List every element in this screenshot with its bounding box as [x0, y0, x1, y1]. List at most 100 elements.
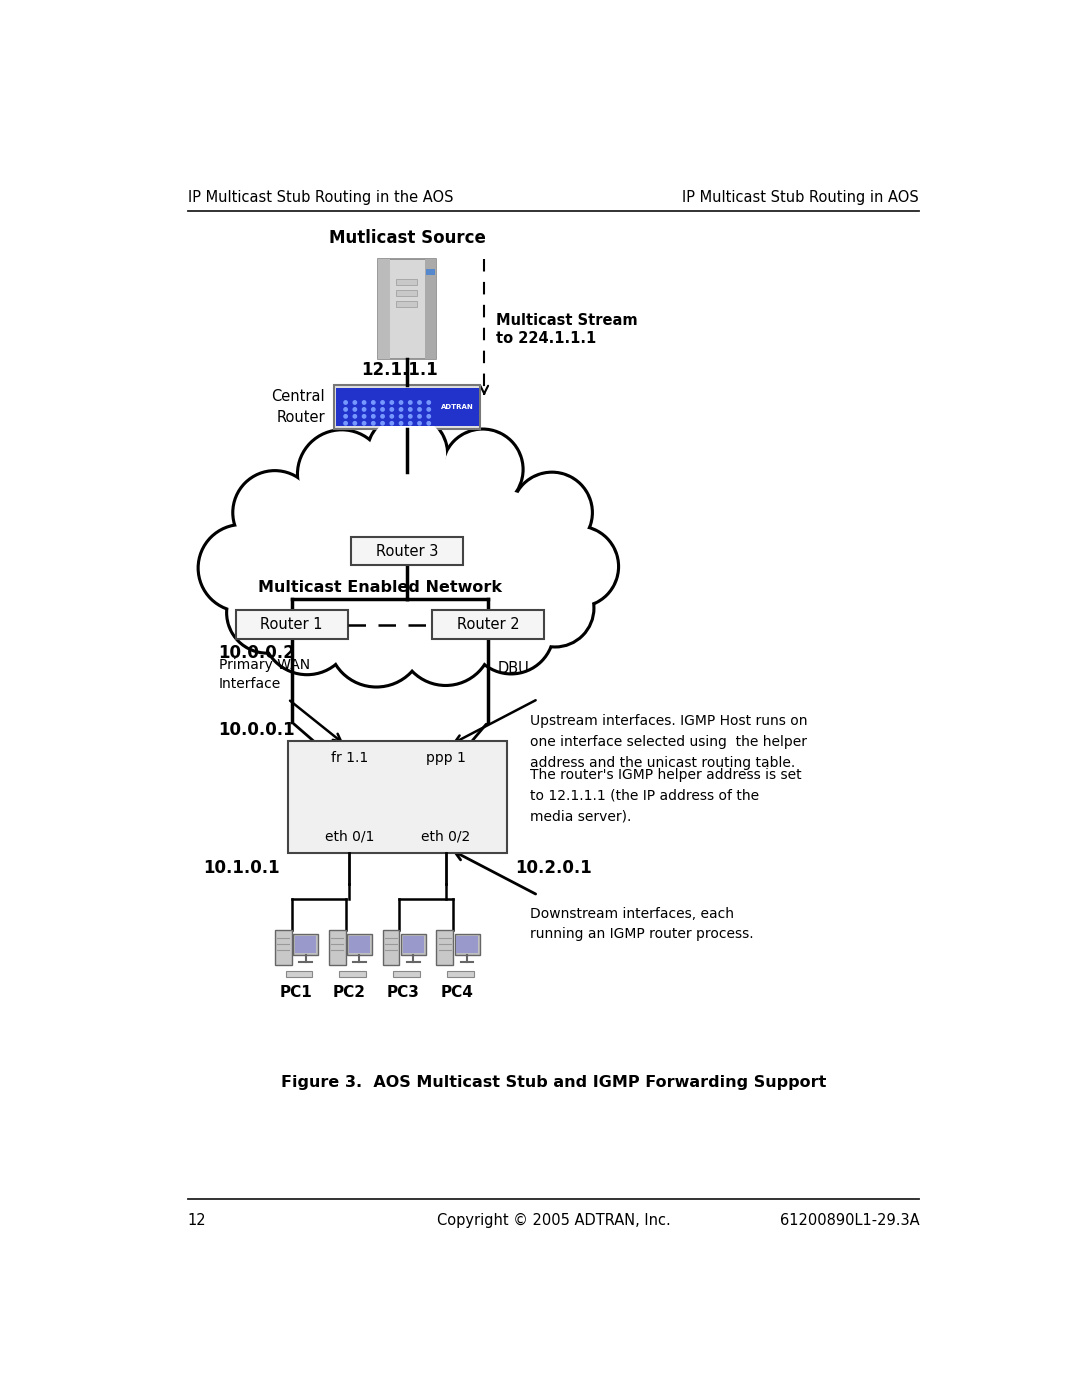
Circle shape [513, 474, 591, 552]
Circle shape [427, 422, 431, 425]
Text: 10.1.0.1: 10.1.0.1 [203, 859, 280, 877]
Text: Router 3: Router 3 [376, 543, 438, 559]
Text: PC2: PC2 [333, 985, 366, 1000]
Circle shape [418, 401, 421, 404]
FancyBboxPatch shape [339, 971, 366, 977]
FancyBboxPatch shape [432, 610, 544, 638]
Circle shape [400, 592, 491, 685]
Circle shape [262, 585, 352, 675]
FancyBboxPatch shape [427, 270, 434, 275]
Circle shape [416, 489, 568, 640]
Text: Multicast Stream
to 224.1.1.1: Multicast Stream to 224.1.1.1 [496, 313, 637, 345]
Circle shape [227, 573, 307, 652]
Circle shape [390, 415, 393, 418]
Circle shape [343, 408, 348, 411]
Text: eth 0/2: eth 0/2 [421, 828, 470, 842]
FancyBboxPatch shape [426, 258, 436, 359]
Circle shape [372, 415, 375, 418]
Circle shape [381, 422, 384, 425]
FancyBboxPatch shape [401, 933, 426, 956]
Circle shape [390, 422, 393, 425]
Circle shape [512, 472, 592, 553]
Text: IP Multicast Stub Routing in the AOS: IP Multicast Stub Routing in the AOS [188, 190, 454, 204]
Text: fr 1.1: fr 1.1 [330, 752, 368, 766]
Circle shape [363, 408, 366, 411]
Circle shape [308, 454, 507, 651]
Circle shape [328, 591, 424, 686]
FancyBboxPatch shape [347, 933, 372, 956]
Text: Multicast Enabled Network: Multicast Enabled Network [258, 580, 502, 595]
FancyBboxPatch shape [403, 936, 424, 953]
Text: Downstream interfaces, each
running an IGMP router process.: Downstream interfaces, each running an I… [530, 907, 754, 942]
Circle shape [408, 401, 411, 404]
Circle shape [372, 422, 375, 425]
Circle shape [372, 401, 375, 404]
Circle shape [443, 429, 523, 510]
FancyBboxPatch shape [328, 930, 346, 964]
Text: Primary WAN
Interface: Primary WAN Interface [218, 658, 310, 692]
Circle shape [408, 422, 411, 425]
Circle shape [381, 408, 384, 411]
Circle shape [418, 408, 421, 411]
FancyBboxPatch shape [455, 933, 480, 956]
Circle shape [427, 415, 431, 418]
Circle shape [408, 408, 411, 411]
FancyBboxPatch shape [378, 258, 436, 359]
Text: 10.2.0.1: 10.2.0.1 [515, 859, 592, 877]
Circle shape [363, 401, 366, 404]
Circle shape [234, 472, 315, 553]
Circle shape [307, 453, 508, 652]
Circle shape [469, 588, 553, 673]
Circle shape [381, 401, 384, 404]
Circle shape [255, 492, 406, 644]
Text: ADTRAN: ADTRAN [442, 404, 474, 411]
Text: Router 2: Router 2 [457, 617, 519, 631]
Circle shape [517, 571, 593, 645]
Circle shape [400, 408, 403, 411]
Text: DBU: DBU [498, 661, 530, 676]
Circle shape [264, 587, 351, 673]
FancyBboxPatch shape [235, 610, 348, 638]
Text: 10.0.0.2: 10.0.0.2 [218, 644, 295, 662]
Text: Upstream interfaces. IGMP Host runs on
one interface selected using  the helper
: Upstream interfaces. IGMP Host runs on o… [530, 714, 808, 770]
Circle shape [298, 430, 386, 518]
FancyBboxPatch shape [336, 388, 478, 426]
Circle shape [415, 488, 569, 641]
Circle shape [233, 471, 316, 555]
Text: PC4: PC4 [441, 985, 474, 1000]
Circle shape [400, 401, 403, 404]
Text: Central
Router: Central Router [271, 390, 325, 425]
FancyBboxPatch shape [294, 933, 318, 956]
Circle shape [381, 415, 384, 418]
FancyBboxPatch shape [349, 936, 370, 953]
Circle shape [516, 570, 594, 647]
Circle shape [199, 525, 285, 610]
Text: Figure 3.  AOS Multicast Stub and IGMP Forwarding Support: Figure 3. AOS Multicast Stub and IGMP Fo… [281, 1074, 826, 1090]
Circle shape [400, 422, 403, 425]
FancyBboxPatch shape [395, 291, 417, 296]
Circle shape [363, 422, 366, 425]
FancyBboxPatch shape [288, 742, 508, 854]
Circle shape [200, 527, 284, 610]
Text: PC1: PC1 [279, 985, 312, 1000]
Text: Mutlicast Source: Mutlicast Source [328, 229, 486, 247]
FancyBboxPatch shape [382, 930, 400, 964]
Circle shape [353, 401, 356, 404]
FancyBboxPatch shape [285, 971, 312, 977]
Circle shape [228, 574, 306, 651]
Circle shape [299, 432, 384, 517]
Text: Copyright © 2005 ADTRAN, Inc.: Copyright © 2005 ADTRAN, Inc. [436, 1214, 671, 1228]
Circle shape [343, 401, 348, 404]
FancyBboxPatch shape [295, 936, 316, 953]
Circle shape [418, 422, 421, 425]
Circle shape [470, 590, 552, 672]
Text: 10.0.0.1: 10.0.0.1 [218, 721, 295, 739]
Circle shape [343, 422, 348, 425]
FancyBboxPatch shape [457, 936, 478, 953]
Circle shape [363, 415, 366, 418]
Circle shape [400, 415, 403, 418]
Text: IP Multicast Stub Routing in AOS: IP Multicast Stub Routing in AOS [683, 190, 919, 204]
Text: The router's IGMP helper address is set
to 12.1.1.1 (the IP address of the
media: The router's IGMP helper address is set … [530, 768, 802, 823]
Circle shape [539, 528, 617, 605]
Circle shape [427, 401, 431, 404]
